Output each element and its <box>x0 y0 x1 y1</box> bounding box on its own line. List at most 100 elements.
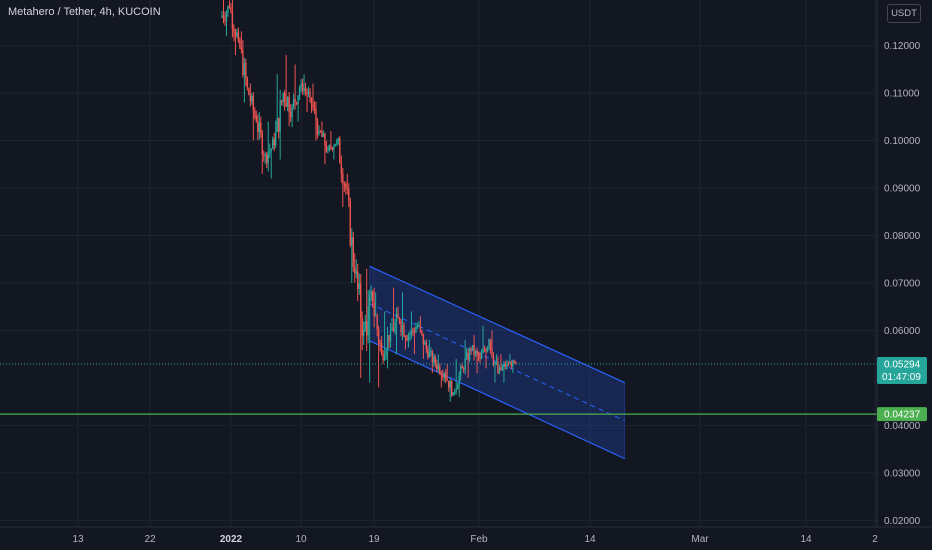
candle-body <box>257 121 259 133</box>
candle-body <box>471 345 474 350</box>
channel-lower-line <box>369 340 626 460</box>
candle-body <box>297 95 299 104</box>
candle-body <box>437 365 439 370</box>
candle-body <box>342 173 344 184</box>
candle-body <box>267 152 269 164</box>
time-tick-label: 13 <box>72 534 84 545</box>
candle-body <box>374 315 377 317</box>
candle-body <box>312 104 314 108</box>
price-tick-label: 0.04000 <box>884 421 921 432</box>
support-price-badge <box>877 407 927 422</box>
candle-body <box>333 146 335 150</box>
candle-body <box>415 327 417 333</box>
time-tick-label: 22 <box>144 534 156 545</box>
candle-body <box>304 88 307 92</box>
candle-body <box>385 350 387 357</box>
price-axis[interactable]: 0.12000 0.11000 0.10000 0.09000 0.08000 0.070… <box>884 41 921 527</box>
candle-body <box>233 28 235 33</box>
candle-body <box>355 271 357 274</box>
candle-body <box>324 133 326 146</box>
price-tick-label: 0.10000 <box>884 136 921 147</box>
candle-body <box>380 343 383 355</box>
candle-body <box>486 346 489 352</box>
channel-median-line <box>369 303 625 422</box>
candle-body <box>318 131 320 135</box>
candle-body <box>416 325 419 328</box>
candle-body <box>391 327 393 331</box>
candle-body <box>449 380 451 388</box>
candle-body <box>245 62 247 78</box>
candle-body <box>434 356 437 364</box>
candle-body <box>309 91 311 98</box>
candle-body <box>273 138 275 146</box>
candle-body <box>428 351 431 358</box>
candle-body <box>327 150 329 152</box>
descending-channel[interactable] <box>369 265 626 460</box>
price-labels: 0.05294 01:47:09 0.04237 <box>877 356 927 422</box>
candle-body <box>313 107 316 110</box>
currency-unit-button[interactable]: USDT <box>887 4 921 23</box>
candle-body <box>310 97 313 105</box>
support-price-value: 0.04237 <box>884 410 921 421</box>
candle-body <box>258 122 260 133</box>
candle-body <box>515 361 517 364</box>
candle-body <box>228 6 231 8</box>
candle-body <box>410 329 413 335</box>
candle-body <box>251 95 253 102</box>
candle-body <box>392 327 395 332</box>
candle-body <box>376 315 378 330</box>
candle-body <box>277 117 280 132</box>
candle-body <box>337 138 340 141</box>
candle-body <box>451 380 453 396</box>
price-tick-label: 0.08000 <box>884 231 921 242</box>
candle-body <box>482 348 484 353</box>
candle-body <box>436 363 438 370</box>
candle-body <box>230 7 232 12</box>
candle-body <box>298 88 301 96</box>
candle-body <box>282 93 284 102</box>
candle-body <box>497 361 499 374</box>
candle-body <box>439 365 441 374</box>
candle-body <box>328 145 331 151</box>
candle-body <box>363 330 365 336</box>
candle-body <box>255 116 258 122</box>
time-axis[interactable]: 13 22 2022 10 19 Feb 14 Mar 14 2 <box>72 534 878 545</box>
candle-body <box>269 150 271 153</box>
candle-body <box>394 322 396 332</box>
candle-body <box>248 88 250 95</box>
candle-body <box>339 138 341 164</box>
time-scale-area[interactable] <box>0 527 932 550</box>
candle-body <box>343 183 346 185</box>
candle-body <box>377 329 380 344</box>
candle-body <box>483 348 486 350</box>
candle-body <box>316 121 319 135</box>
price-scale-area[interactable] <box>877 0 932 527</box>
candle-body <box>425 342 428 350</box>
candle-body <box>446 379 448 381</box>
candle-body <box>512 360 514 367</box>
current-price-badge <box>877 356 927 384</box>
candle-body <box>507 363 510 365</box>
candle-body <box>291 107 293 118</box>
candle-body <box>371 291 374 302</box>
candle-body <box>379 343 381 345</box>
time-tick-label: 14 <box>584 534 596 545</box>
candle-body <box>300 83 302 89</box>
candle-body <box>477 353 480 357</box>
time-tick-label: Mar <box>691 534 709 545</box>
candle-body <box>334 143 337 147</box>
candle-body <box>510 362 513 367</box>
candle-body <box>401 325 404 333</box>
candle-body <box>470 348 472 350</box>
candle-body <box>455 389 457 392</box>
candle-body <box>283 93 286 103</box>
candle-body <box>295 102 298 104</box>
candle-body <box>473 345 475 356</box>
candle-body <box>506 363 508 367</box>
bar-countdown: 01:47:09 <box>882 372 921 383</box>
candle-body <box>264 154 266 156</box>
candle-body <box>389 330 392 342</box>
candle-body <box>225 12 228 21</box>
